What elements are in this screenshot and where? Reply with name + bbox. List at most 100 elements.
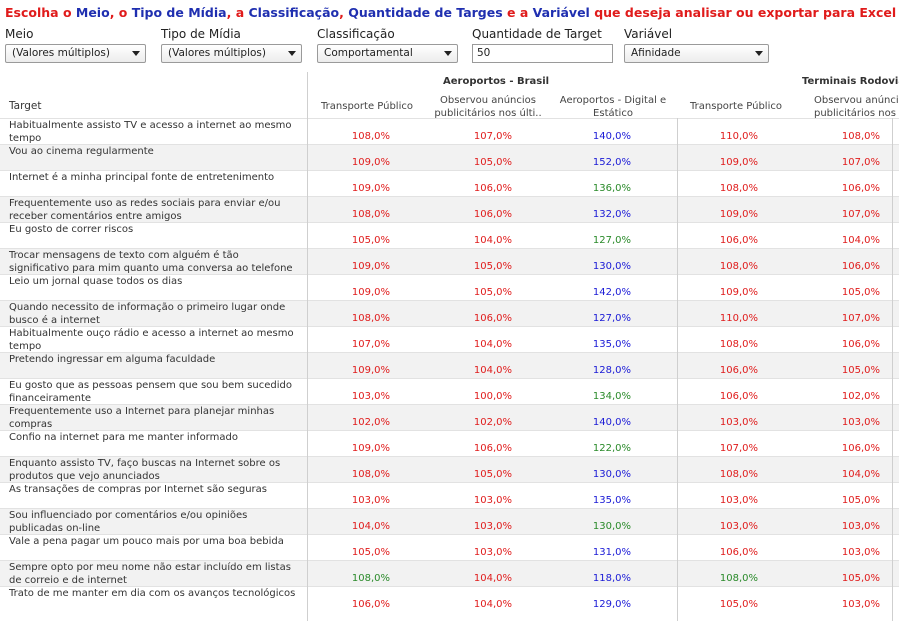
- value-cell: 110,0%: [719, 131, 758, 142]
- filter-variavel-label: Variável: [624, 27, 673, 41]
- column-divider: [307, 72, 308, 621]
- value-cell: 103,0%: [719, 521, 758, 532]
- target-label: Vou ao cinema regularmente: [9, 146, 154, 157]
- column-header: Aeroportos - Digital e Estático: [559, 95, 667, 119]
- value-cell: 107,0%: [841, 209, 880, 220]
- value-cell: 106,0%: [473, 209, 512, 220]
- tipo-midia-dropdown[interactable]: (Valores múltiplos): [161, 44, 302, 63]
- target-label: Sou influenciado por comentários e/ou op…: [9, 510, 248, 534]
- table-row: Sempre opto por meu nome não estar inclu…: [0, 560, 899, 586]
- table-row: Vou ao cinema regularmente 109,0% 105,0% 15…: [0, 144, 899, 170]
- column-header: Transporte Público: [321, 101, 413, 112]
- meio-dropdown[interactable]: (Valores múltiplos): [5, 44, 146, 63]
- column-header: Transporte Público: [690, 101, 782, 112]
- column-header: Observou anúnci publicitários nos ú: [814, 95, 899, 119]
- chevron-down-icon: [132, 51, 140, 56]
- table-row: Trato de me manter em dia com os avanços…: [0, 586, 899, 612]
- value-cell: 107,0%: [719, 443, 758, 454]
- target-label: Quando necessito de informação o primeir…: [9, 302, 286, 326]
- value-cell: 135,0%: [592, 339, 631, 350]
- table-row: Leio um jornal quase todos os dias 109,0%…: [0, 274, 899, 300]
- chevron-down-icon: [444, 51, 452, 56]
- heading-segment: , a: [226, 5, 249, 20]
- target-label: Eu gosto de correr riscos: [9, 224, 134, 235]
- value-cell: 106,0%: [719, 391, 758, 402]
- value-cell: 106,0%: [841, 443, 880, 454]
- value-cell: 102,0%: [473, 417, 512, 428]
- value-cell: 129,0%: [592, 599, 631, 610]
- target-label: Habitualmente ouço rádio e acesso a inte…: [9, 328, 294, 352]
- value-cell: 104,0%: [841, 235, 880, 246]
- table-row: Internet é a minha principal fonte de en…: [0, 170, 899, 196]
- filter-classificacao: Classificação Comportamental: [317, 27, 458, 63]
- value-cell: 142,0%: [592, 287, 631, 298]
- target-label: Enquanto assisto TV, faço buscas na Inte…: [9, 458, 281, 482]
- value-cell: 109,0%: [351, 365, 390, 376]
- value-cell: 108,0%: [719, 183, 758, 194]
- value-cell: 108,0%: [351, 131, 390, 142]
- value-cell: 105,0%: [473, 157, 512, 168]
- table-row: Frequentemente uso as redes sociais para…: [0, 196, 899, 222]
- column-header: Observou anúncios publicitários nos últi…: [434, 95, 542, 119]
- target-label: Internet é a minha principal fonte de en…: [9, 172, 275, 183]
- target-label: Frequentemente uso as redes sociais para…: [9, 198, 281, 222]
- value-cell: 104,0%: [473, 365, 512, 376]
- column-divider: [677, 118, 678, 621]
- variavel-dropdown-value: Afinidade: [631, 47, 681, 59]
- crosstab-table: Aeroportos - Brasil Terminais Rodoviá Tr…: [0, 72, 899, 621]
- value-cell: 103,0%: [351, 391, 390, 402]
- value-cell: 127,0%: [592, 313, 631, 324]
- value-cell: 108,0%: [351, 469, 390, 480]
- table-row: Sou influenciado por comentários e/ou op…: [0, 508, 899, 534]
- variavel-dropdown[interactable]: Afinidade: [624, 44, 769, 63]
- value-cell: 131,0%: [592, 547, 631, 558]
- filter-tipo-midia: Tipo de Mídia (Valores múltiplos): [161, 27, 302, 63]
- value-cell: 109,0%: [719, 157, 758, 168]
- value-cell: 108,0%: [719, 261, 758, 272]
- value-cell: 135,0%: [592, 495, 631, 506]
- heading-segment: Escolha o: [5, 5, 76, 20]
- table-row: Eu gosto que as pessoas pensem que sou b…: [0, 378, 899, 404]
- heading-segment: Classificação: [248, 5, 340, 20]
- table-row: Pretendo ingressar em alguma faculdade 10…: [0, 352, 899, 378]
- target-column-header: Target: [9, 100, 42, 112]
- heading-segment: que deseja analisar ou exportar para Exc…: [589, 5, 897, 20]
- meio-dropdown-value: (Valores múltiplos): [12, 47, 111, 59]
- chevron-down-icon: [755, 51, 763, 56]
- value-cell: 104,0%: [473, 573, 512, 584]
- value-cell: 104,0%: [473, 339, 512, 350]
- table-row: Habitualmente ouço rádio e acesso a inte…: [0, 326, 899, 352]
- value-cell: 152,0%: [592, 157, 631, 168]
- table-row: Quando necessito de informação o primeir…: [0, 300, 899, 326]
- value-cell: 109,0%: [351, 443, 390, 454]
- target-label: Leio um jornal quase todos os dias: [9, 276, 183, 287]
- table-body: Habitualmente assisto TV e acesso a inte…: [0, 118, 899, 612]
- quantidade-input[interactable]: 50: [472, 44, 613, 63]
- tipo-midia-dropdown-value: (Valores múltiplos): [168, 47, 267, 59]
- heading-segment: ,: [339, 5, 349, 20]
- table-row: Habitualmente assisto TV e acesso a inte…: [0, 118, 899, 144]
- value-cell: 103,0%: [841, 599, 880, 610]
- value-cell: 110,0%: [719, 313, 758, 324]
- value-cell: 105,0%: [841, 495, 880, 506]
- value-cell: 106,0%: [719, 547, 758, 558]
- classificacao-dropdown[interactable]: Comportamental: [317, 44, 458, 63]
- value-cell: 107,0%: [841, 157, 880, 168]
- value-cell: 105,0%: [473, 469, 512, 480]
- target-label: Eu gosto que as pessoas pensem que sou b…: [9, 380, 293, 404]
- value-cell: 122,0%: [592, 443, 631, 454]
- value-cell: 132,0%: [592, 209, 631, 220]
- chevron-down-icon: [288, 51, 296, 56]
- value-cell: 140,0%: [592, 131, 631, 142]
- table-row: Confio na internet para me manter inform…: [0, 430, 899, 456]
- table-row: Trocar mensagens de texto com alguém é t…: [0, 248, 899, 274]
- value-cell: 106,0%: [841, 183, 880, 194]
- value-cell: 105,0%: [841, 287, 880, 298]
- value-cell: 103,0%: [473, 495, 512, 506]
- target-label: Vale a pena pagar um pouco mais por uma …: [9, 536, 284, 547]
- heading-segment: Quantidade de Targes: [348, 5, 503, 20]
- value-cell: 128,0%: [592, 365, 631, 376]
- value-cell: 106,0%: [473, 183, 512, 194]
- target-label: Trocar mensagens de texto com alguém é t…: [9, 250, 293, 274]
- value-cell: 108,0%: [719, 573, 758, 584]
